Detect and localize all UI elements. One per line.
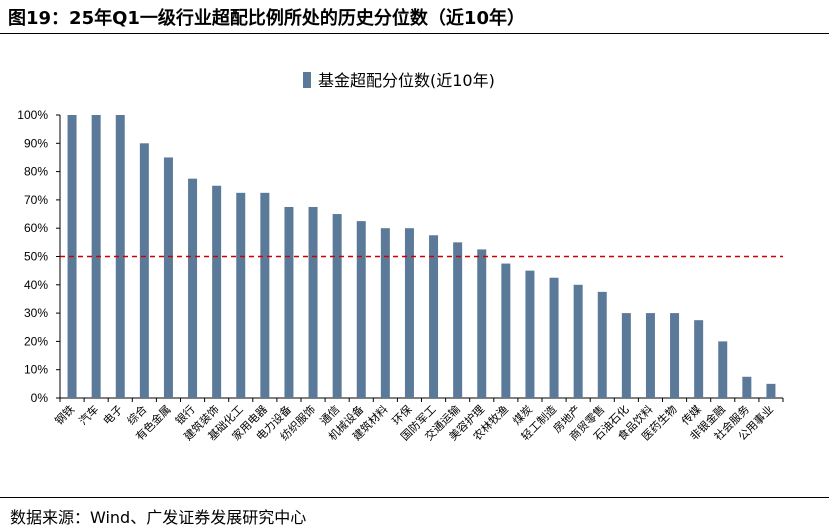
y-tick-label: 30% — [24, 306, 48, 320]
bar — [670, 313, 680, 398]
bar — [742, 376, 752, 398]
bar — [308, 206, 318, 398]
bar — [188, 178, 198, 398]
bar — [380, 228, 390, 398]
x-category-label: 汽车 — [76, 402, 101, 427]
bar — [284, 206, 294, 398]
bar — [429, 235, 439, 398]
legend-label: 基金超配分位数(近10年) — [318, 71, 495, 90]
bar — [477, 249, 487, 398]
y-tick-label: 10% — [24, 363, 48, 377]
bar — [332, 214, 342, 398]
bar — [260, 192, 270, 398]
y-tick-label: 0% — [31, 391, 49, 405]
bar — [404, 228, 414, 398]
bar — [115, 115, 125, 398]
bar — [573, 284, 583, 398]
bar — [525, 270, 535, 398]
bar — [139, 143, 149, 398]
y-tick-label: 80% — [24, 165, 48, 179]
bar — [718, 341, 728, 398]
bar — [356, 221, 366, 398]
source-note: 数据来源：Wind、广发证券发展研究中心 — [10, 508, 307, 527]
y-tick-label: 50% — [24, 250, 48, 264]
bar — [645, 313, 655, 398]
y-tick-label: 40% — [24, 278, 48, 292]
bar — [236, 192, 246, 398]
bar — [212, 185, 222, 398]
x-category-label: 钢铁 — [52, 403, 77, 428]
figure-title: 图19：25年Q1一级行业超配比例所处的历史分位数（近10年） — [8, 8, 525, 29]
bottom-divider — [0, 497, 829, 498]
y-tick-label: 90% — [24, 136, 48, 150]
bar — [501, 263, 511, 398]
bar — [621, 313, 631, 398]
y-tick-label: 60% — [24, 221, 48, 235]
x-category-label: 电子 — [101, 403, 126, 428]
y-tick-label: 100% — [17, 108, 48, 122]
bar — [453, 242, 463, 398]
y-tick-label: 70% — [24, 193, 48, 207]
top-divider — [0, 33, 829, 34]
bar — [163, 157, 173, 398]
bar — [597, 291, 607, 398]
y-tick-label: 20% — [24, 334, 48, 348]
legend-swatch — [303, 72, 311, 88]
bar — [766, 383, 776, 398]
bar — [549, 277, 559, 398]
bar — [694, 320, 704, 398]
